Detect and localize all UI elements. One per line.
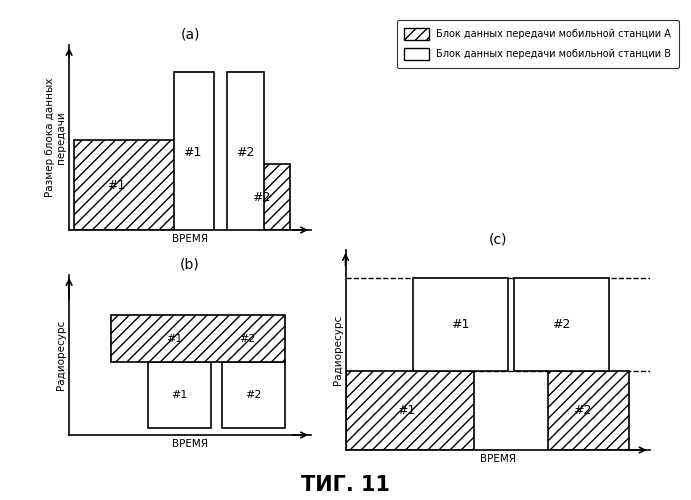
Text: #1: #1 bbox=[107, 178, 126, 192]
Bar bbox=[548, 371, 630, 450]
Legend: Блок данных передачи мобильной станции А, Блок данных передачи мобильной станции: Блок данных передачи мобильной станции А… bbox=[397, 20, 679, 68]
Y-axis label: Радиоресурс: Радиоресурс bbox=[57, 320, 66, 390]
X-axis label: ВРЕМЯ: ВРЕМЯ bbox=[480, 454, 515, 464]
X-axis label: ВРЕМЯ: ВРЕМЯ bbox=[172, 234, 208, 244]
Title: (c): (c) bbox=[489, 232, 507, 246]
Bar bbox=[148, 362, 211, 428]
Bar bbox=[227, 72, 264, 230]
Text: ΤИГ. 11: ΤИГ. 11 bbox=[301, 475, 390, 495]
X-axis label: ВРЕМЯ: ВРЕМЯ bbox=[172, 439, 208, 449]
Text: #1: #1 bbox=[451, 318, 470, 331]
Bar bbox=[514, 278, 609, 371]
Bar bbox=[413, 278, 508, 371]
Text: #2: #2 bbox=[252, 190, 270, 203]
Title: (b): (b) bbox=[180, 257, 200, 271]
Text: #2: #2 bbox=[573, 404, 591, 417]
Y-axis label: Размер блока данных
передачи: Размер блока данных передачи bbox=[45, 78, 66, 197]
Bar bbox=[111, 315, 285, 362]
Text: #2: #2 bbox=[236, 146, 254, 159]
Bar bbox=[75, 140, 184, 230]
Bar bbox=[346, 371, 474, 450]
Text: #2: #2 bbox=[245, 390, 261, 400]
Bar bbox=[222, 362, 285, 428]
Text: #1: #1 bbox=[171, 390, 188, 400]
Bar bbox=[232, 164, 290, 230]
Text: #2: #2 bbox=[240, 334, 256, 344]
Bar bbox=[174, 72, 214, 230]
Text: #1: #1 bbox=[397, 404, 415, 417]
Text: #2: #2 bbox=[553, 318, 571, 331]
Title: (a): (a) bbox=[180, 27, 200, 41]
Y-axis label: Радиоресурс: Радиоресурс bbox=[333, 315, 343, 385]
Text: #1: #1 bbox=[184, 146, 202, 159]
Text: #1: #1 bbox=[166, 334, 182, 344]
